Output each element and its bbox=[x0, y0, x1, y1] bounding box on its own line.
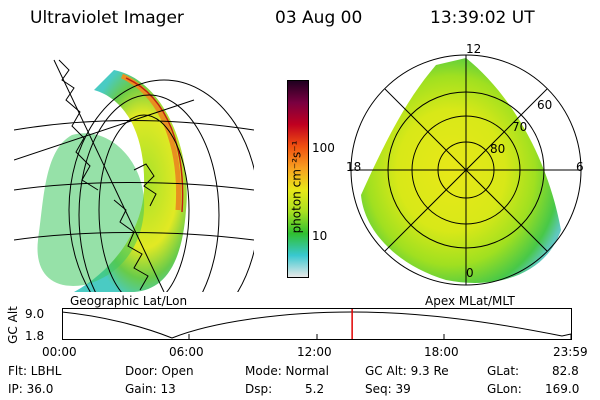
polar-image bbox=[350, 54, 582, 286]
seq-info: Seq: 39 bbox=[365, 382, 411, 396]
altitude-xtick-1200: 12:00 bbox=[297, 345, 332, 359]
instrument-title: Ultraviolet Imager bbox=[30, 8, 184, 28]
ip-info: IP: 36.0 bbox=[8, 382, 54, 396]
glat-info-value: 82.8 bbox=[552, 364, 579, 378]
door-info: Door: Open bbox=[125, 364, 194, 378]
geographic-caption: Geographic Lat/Lon bbox=[70, 294, 188, 308]
altitude-xtick-0600: 06:00 bbox=[169, 345, 204, 359]
mlt-label-0: 0 bbox=[466, 266, 474, 280]
colorbar-tick-100: 100 bbox=[312, 141, 335, 155]
color-bar bbox=[287, 80, 309, 278]
glon-info-value: 169.0 bbox=[545, 382, 580, 396]
polar-caption: Apex MLat/MLT bbox=[425, 294, 515, 308]
mlt-label-6: 6 bbox=[576, 160, 584, 174]
gc-alt-info: GC Alt: 9.3 Re bbox=[365, 364, 449, 378]
mlt-label-18: 18 bbox=[346, 160, 362, 174]
lat-label-70: 70 bbox=[512, 120, 528, 134]
glon-info-label: GLon: bbox=[487, 382, 522, 396]
altitude-xtick-1800: 18:00 bbox=[424, 345, 459, 359]
altitude-ylabel: GC Alt bbox=[5, 306, 20, 344]
altitude-ytick-bottom: 1.8 bbox=[25, 329, 45, 343]
mode-info: Mode: Normal bbox=[245, 364, 329, 378]
altitude-plot bbox=[62, 308, 572, 340]
gain-info: Gain: 13 bbox=[125, 382, 176, 396]
colorbar-tick-10: 10 bbox=[312, 229, 328, 243]
lat-label-60: 60 bbox=[537, 98, 553, 112]
date-label: 03 Aug 00 bbox=[275, 8, 363, 28]
filter-info: Flt: LBHL bbox=[8, 364, 62, 378]
altitude-xtick-0000: 00:00 bbox=[42, 345, 77, 359]
dsp-info-value: 5.2 bbox=[305, 382, 325, 396]
mlt-label-12: 12 bbox=[466, 42, 482, 56]
glat-info-label: GLat: bbox=[487, 364, 520, 378]
altitude-ytick-top: 9.0 bbox=[25, 307, 45, 321]
colorbar-unit-label: photon cm⁻²s⁻¹ bbox=[289, 140, 304, 234]
geographic-image bbox=[14, 59, 254, 292]
lat-label-80: 80 bbox=[490, 142, 506, 156]
dsp-info-label: Dsp: bbox=[245, 382, 273, 396]
altitude-xtick-2359: 23:59 bbox=[553, 345, 588, 359]
time-label: 13:39:02 UT bbox=[430, 8, 535, 28]
